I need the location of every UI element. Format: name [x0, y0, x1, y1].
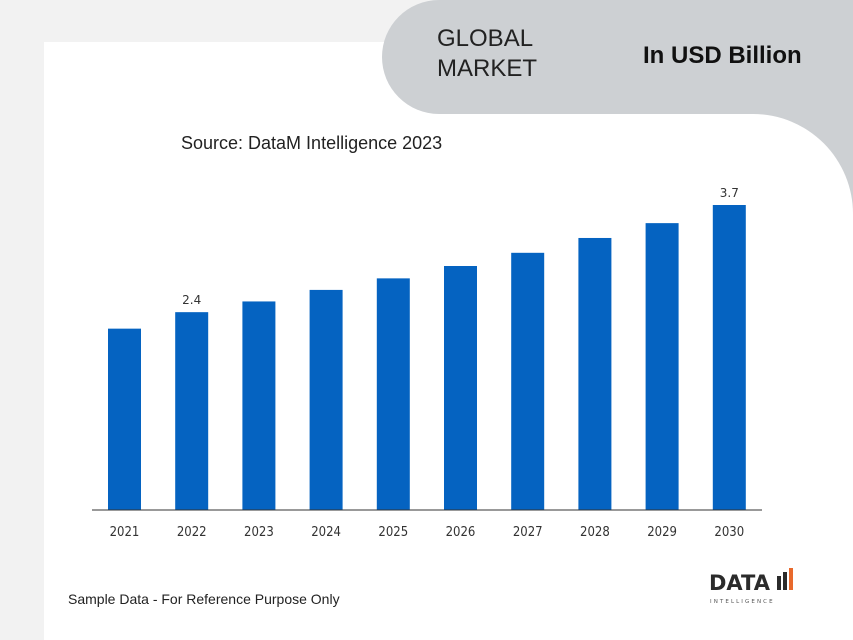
bar-2027: [511, 252, 545, 511]
bar-2030: [712, 205, 746, 510]
x-tick-2025: 2025: [378, 525, 408, 540]
bar-2026: [444, 266, 477, 510]
logo-graphic: DATA INTELLIGENCE: [709, 568, 793, 605]
data-label-2030: 3.7: [720, 186, 739, 200]
x-tick-2021: 2021: [110, 525, 140, 540]
x-tick-2026: 2026: [446, 525, 476, 540]
x-tick-2029: 2029: [647, 525, 677, 540]
footer-note: Sample Data - For Reference Purpose Only: [68, 591, 340, 607]
header-title: GLOBAL MARKET: [437, 25, 538, 82]
header-banner: [382, 0, 853, 114]
bar-2021: [108, 328, 141, 510]
data-label-2022: 2.4: [182, 293, 201, 307]
x-tick-2028: 2028: [580, 525, 610, 540]
logo-bar-1: [777, 576, 781, 590]
logo-subtext: INTELLIGENCE: [710, 599, 775, 605]
x-tick-labels: 2021 2022 2023 2024 2025 2026 2027 2028 2029 2030: [110, 525, 745, 540]
bar-2022: [175, 312, 209, 510]
x-tick-2024: 2024: [311, 525, 341, 540]
logo-bar-accent: [789, 568, 793, 590]
bar-2029: [645, 223, 679, 510]
bars-group: [108, 205, 746, 511]
x-tick-2023: 2023: [244, 525, 274, 540]
x-tick-2022: 2022: [177, 525, 207, 540]
bar-2028: [578, 237, 612, 511]
data-labels: 2.4 3.7: [182, 186, 739, 307]
logo-bar-2: [783, 572, 787, 590]
datam-logo: DATA INTELLIGENCE: [709, 566, 801, 608]
logo-text: DATA: [709, 571, 771, 595]
header-unit-label: In USD Billion: [643, 42, 802, 69]
bar-2024: [309, 289, 343, 510]
x-tick-2027: 2027: [513, 525, 543, 540]
bar-2025: [376, 278, 410, 510]
x-tick-2030: 2030: [714, 525, 744, 540]
bar-2023: [242, 301, 276, 510]
source-text: Source: DataM Intelligence 2023: [181, 133, 443, 153]
